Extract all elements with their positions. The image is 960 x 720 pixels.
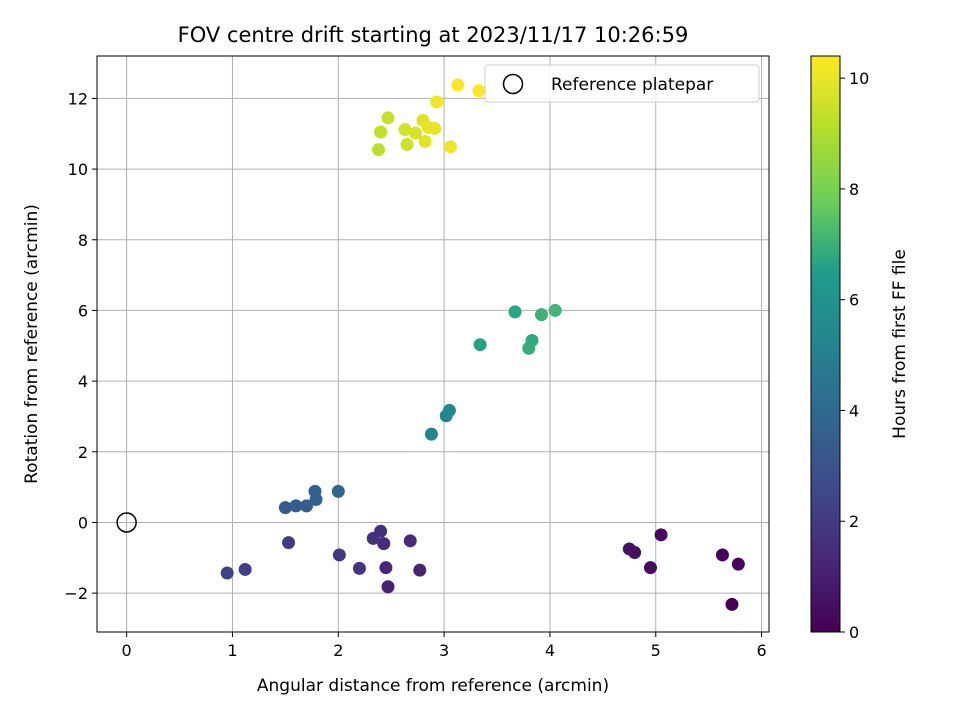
data-point	[238, 562, 252, 576]
data-point	[381, 580, 395, 594]
x-axis-label: Angular distance from reference (arcmin)	[257, 676, 609, 696]
grid-lines	[97, 56, 769, 632]
data-point	[424, 427, 438, 441]
data-point	[381, 111, 395, 125]
data-point	[442, 403, 456, 417]
legend-box	[484, 64, 760, 103]
data-point	[409, 126, 423, 140]
x-tick-label: 2	[333, 641, 343, 660]
data-point	[715, 548, 729, 562]
data-point	[398, 123, 412, 137]
data-point	[654, 528, 668, 542]
x-tick-label: 4	[545, 641, 555, 660]
chart-title: FOV centre drift starting at 2023/11/17 …	[178, 23, 689, 47]
data-point	[403, 534, 417, 548]
colorbar-frame	[810, 55, 841, 633]
colorbar-tick-label: 0	[849, 623, 859, 642]
data-point	[309, 492, 323, 506]
x-tick-label: 6	[756, 641, 766, 660]
legend: Reference platepar	[484, 64, 760, 103]
y-tick-label: −2	[64, 584, 88, 603]
colorbar-tick-label: 6	[849, 291, 859, 310]
colorbar-tick-label: 10	[849, 69, 869, 88]
data-point	[508, 305, 522, 319]
data-point	[220, 566, 234, 580]
colorbar-ticks: 0 2 4 6 8 10	[840, 69, 869, 642]
data-point	[430, 95, 444, 109]
data-point	[622, 542, 636, 556]
legend-marker-reference	[502, 73, 524, 95]
data-point	[413, 563, 427, 577]
data-point	[522, 341, 536, 355]
data-point	[472, 84, 486, 98]
y-tick-label: 12	[68, 89, 88, 108]
data-point	[331, 484, 345, 498]
data-point	[352, 561, 366, 575]
y-tick-label: 4	[78, 372, 88, 391]
y-tick-label: 8	[78, 231, 88, 250]
y-axis-ticks: −2 0 2 4 6 8 10 12	[64, 89, 97, 603]
y-tick-label: 0	[78, 513, 88, 532]
data-point	[643, 561, 657, 575]
plot-frame	[96, 55, 770, 633]
data-point	[332, 548, 346, 562]
data-points	[116, 78, 745, 611]
data-point	[443, 140, 457, 154]
y-tick-label: 2	[78, 443, 88, 462]
y-tick-label: 10	[68, 160, 88, 179]
colorbar: 0 2 4 6 8 10 Hours from first FF file	[810, 55, 910, 642]
x-tick-label: 5	[651, 641, 661, 660]
x-axis-ticks: 0 1 2 3 4 5 6	[122, 632, 767, 660]
data-point	[725, 597, 739, 611]
colorbar-tick-label: 4	[849, 401, 859, 420]
data-point	[300, 499, 314, 513]
data-point	[731, 557, 745, 571]
x-tick-label: 0	[122, 641, 132, 660]
data-point	[289, 499, 303, 513]
x-tick-label: 1	[227, 641, 237, 660]
colorbar-tick-label: 2	[849, 512, 859, 531]
data-point	[278, 501, 292, 515]
data-point	[282, 536, 296, 550]
y-axis-label: Rotation from reference (arcmin)	[22, 204, 42, 484]
data-point	[374, 125, 388, 139]
data-point	[428, 121, 442, 135]
colorbar-label: Hours from first FF file	[890, 249, 910, 439]
data-point	[451, 78, 465, 92]
data-point	[534, 308, 548, 322]
legend-label-reference: Reference platepar	[551, 75, 713, 95]
x-tick-label: 3	[439, 641, 449, 660]
data-point	[366, 531, 380, 545]
data-point	[379, 561, 393, 575]
data-point	[377, 537, 391, 551]
colorbar-tick-label: 8	[849, 180, 859, 199]
colorbar-fill	[811, 56, 840, 632]
data-point	[400, 137, 414, 151]
reference-point-marker	[116, 512, 137, 533]
data-point	[418, 135, 432, 149]
data-point	[473, 338, 487, 352]
data-point	[371, 143, 385, 157]
y-tick-label: 6	[78, 301, 88, 320]
data-point	[548, 303, 562, 317]
